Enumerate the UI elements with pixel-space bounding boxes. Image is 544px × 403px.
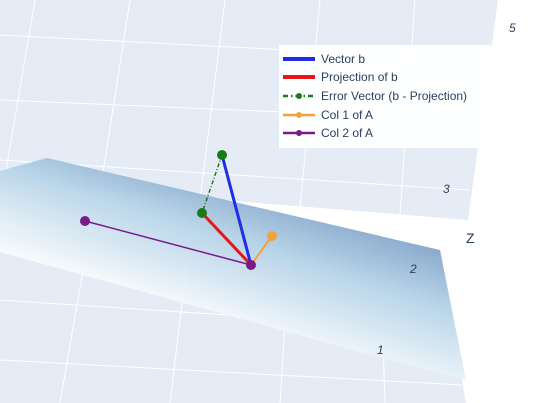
legend-label-projection: Projection of b xyxy=(321,70,398,84)
col-1-end-marker[interactable] xyxy=(267,231,277,241)
legend-item-col-2[interactable]: Col 2 of A xyxy=(279,124,491,142)
legend-label-col-1: Col 1 of A xyxy=(321,108,374,122)
origin-marker[interactable] xyxy=(246,260,256,270)
legend-label-error-vector: Error Vector (b - Projection) xyxy=(321,89,468,103)
col-1-line[interactable] xyxy=(250,235,273,266)
legend: Vector b Projection of b Error Vector (b… xyxy=(279,45,491,148)
column-space-plane xyxy=(0,158,466,380)
legend-swatch-col-2 xyxy=(283,130,315,136)
legend-label-vector-b: Vector b xyxy=(321,52,366,66)
error-vector-line[interactable] xyxy=(201,154,223,214)
projection-line[interactable] xyxy=(200,211,253,267)
legend-swatch-projection xyxy=(283,75,315,79)
col-2-line[interactable] xyxy=(84,220,252,266)
legend-item-projection[interactable]: Projection of b xyxy=(279,68,491,86)
z-tick-1: 1 xyxy=(377,343,384,357)
vector-b-line[interactable] xyxy=(220,154,253,266)
z-tick-2: 2 xyxy=(409,262,417,276)
z-axis-title: Z xyxy=(466,230,475,246)
legend-item-vector-b[interactable]: Vector b xyxy=(279,50,491,68)
z-tick-5: 5 xyxy=(509,21,516,35)
legend-label-col-2: Col 2 of A xyxy=(321,126,374,140)
col-2-start-marker[interactable] xyxy=(80,216,90,226)
legend-item-col-1[interactable]: Col 1 of A xyxy=(279,106,491,124)
legend-swatch-vector-b xyxy=(283,57,315,61)
legend-swatch-error-vector xyxy=(283,93,315,99)
error-vector-top-marker[interactable] xyxy=(217,150,227,160)
legend-swatch-col-1 xyxy=(283,112,315,118)
projection-end-marker[interactable] xyxy=(197,208,207,218)
legend-item-error-vector[interactable]: Error Vector (b - Projection) xyxy=(279,87,491,105)
z-tick-3: 3 xyxy=(443,182,450,196)
